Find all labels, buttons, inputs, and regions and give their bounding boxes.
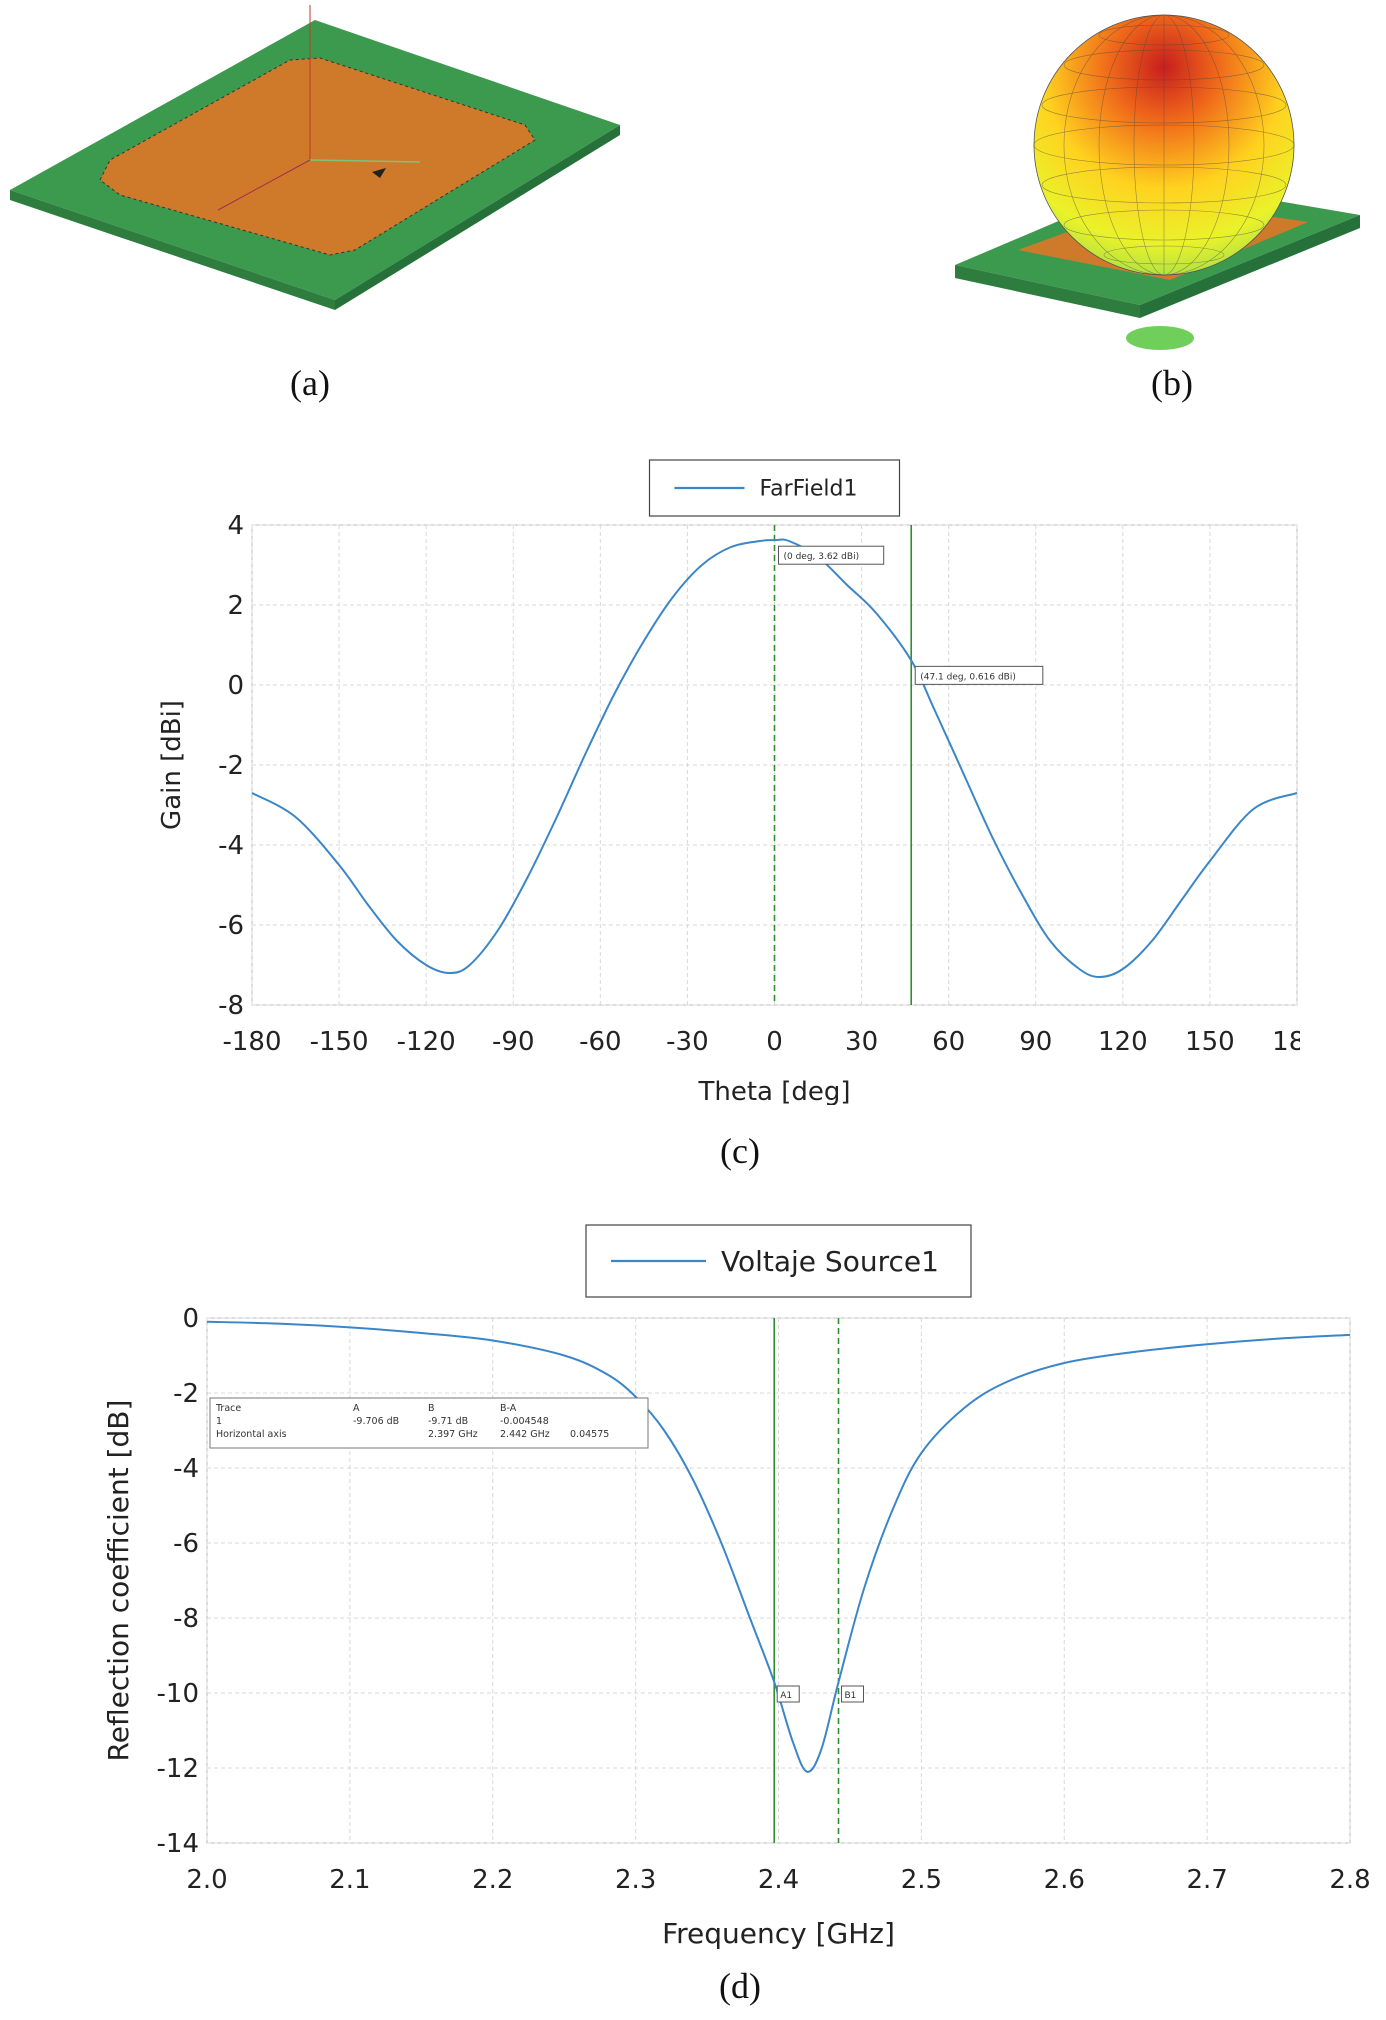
series-line — [251, 538, 1298, 979]
y-tick-label: -10 — [157, 1679, 199, 1709]
x-tick-label: -60 — [579, 1027, 621, 1057]
x-axis — [217, 159, 311, 211]
y-tick-label: -8 — [173, 1604, 199, 1634]
x-tick-label: 2.1 — [329, 1865, 370, 1895]
patch — [99, 57, 536, 256]
x-tick-label: 2.3 — [615, 1865, 656, 1895]
series-line — [206, 1320, 1351, 1773]
x-tick-label: 2.0 — [186, 1865, 227, 1895]
x-tick-label: 2.4 — [758, 1865, 799, 1895]
x-tick-label: -180 — [222, 1027, 281, 1057]
table-cell: 0.04575 — [570, 1429, 609, 1440]
marker-tooltip-box — [914, 665, 1044, 685]
reflection-chart: 2.0 2.1 2.2 2.3 2.4 2.5 2.6 2.7 2.8 0 -2 -4 -6 -8 -10 -… — [100, 1215, 1386, 1960]
x-axis-label: Frequency [GHz] — [662, 1917, 895, 1950]
table-cell: -9.71 dB — [428, 1416, 468, 1427]
y-axis — [309, 159, 421, 163]
table-cell: 1 — [216, 1416, 222, 1427]
marker-tag-box — [841, 1685, 865, 1703]
caption-d: (d) — [719, 1966, 761, 2006]
table-cell: -9.706 dB — [353, 1416, 399, 1427]
x-tick-label: 180 — [1272, 1027, 1300, 1057]
y-tick-label: 4 — [227, 511, 244, 541]
x-tick-label: 2.6 — [1044, 1865, 1085, 1895]
y-tick-label: 2 — [227, 591, 244, 621]
reflection-chart-svg: 2.0 2.1 2.2 2.3 2.4 2.5 2.6 2.7 2.8 0 -2 -4 -6 -8 -10 -… — [102, 1224, 1371, 1950]
x-axis-label: Theta [deg] — [697, 1077, 850, 1105]
y-tick-label: -6 — [173, 1529, 199, 1559]
x-tick-label: -150 — [310, 1027, 369, 1057]
caption-c: (c) — [720, 1131, 760, 1171]
y-tick-label: 0 — [227, 671, 244, 701]
marker-tooltip-text: (0 deg, 3.62 dBi) — [784, 552, 860, 562]
x-tick-label: 90 — [1019, 1027, 1052, 1057]
x-tick-label: 0 — [766, 1027, 783, 1057]
legend-label: Voltaje Source1 — [721, 1245, 939, 1278]
x-tick-label: -30 — [666, 1027, 708, 1057]
caption-b: (b) — [1151, 363, 1193, 403]
marker-tooltip-text: (47.1 deg, 0.616 dBi) — [920, 672, 1016, 682]
x-tick-label: 60 — [932, 1027, 965, 1057]
y-axis-label: Reflection coefficient [dB] — [102, 1400, 135, 1762]
marker-tooltip-box — [778, 545, 885, 565]
x-tick-label: 120 — [1098, 1027, 1148, 1057]
marker-table — [209, 1397, 649, 1449]
x-tick-label: 2.7 — [1186, 1865, 1227, 1895]
legend-label: FarField1 — [760, 477, 858, 502]
x-tick-label: -90 — [492, 1027, 534, 1057]
y-tick-label: -4 — [173, 1454, 199, 1484]
radiation-pattern-figure — [940, 0, 1380, 360]
table-cell: A — [353, 1403, 360, 1414]
mesh-grid — [1033, 14, 1295, 276]
marker-tag-text: B1 — [845, 1691, 857, 1701]
radiation-pattern-drawing — [955, 14, 1360, 350]
y-tick-label: -6 — [218, 911, 244, 941]
gain-chart: -180 -150 -120 -90 -60 -30 0 30 60 90 120 150 180 4 2 0… — [140, 455, 1300, 1105]
table-cell: B — [428, 1403, 435, 1414]
y-tick-label: -12 — [157, 1754, 199, 1784]
feed-port — [372, 168, 386, 178]
y-axis-label: Gain [dBi] — [157, 700, 187, 830]
table-cell: 2.442 GHz — [500, 1429, 550, 1440]
y-tick-label: -4 — [218, 831, 244, 861]
x-tick-label: 2.5 — [901, 1865, 942, 1895]
antenna-model-drawing — [10, 5, 620, 310]
x-tick-label: 150 — [1185, 1027, 1235, 1057]
x-tick-label: 2.8 — [1329, 1865, 1370, 1895]
antenna-model-figure — [0, 0, 640, 330]
caption-a: (a) — [290, 363, 330, 403]
y-tick-label: -8 — [218, 991, 244, 1021]
marker-tag-text: A1 — [780, 1691, 792, 1701]
x-tick-label: 30 — [845, 1027, 878, 1057]
y-tick-label: 0 — [182, 1304, 199, 1334]
table-cell: -0.004548 — [500, 1416, 549, 1427]
table-cell: B-A — [500, 1403, 517, 1414]
marker-tag-box — [776, 1685, 800, 1703]
y-tick-label: -14 — [157, 1829, 199, 1859]
table-cell: Horizontal axis — [216, 1429, 287, 1440]
back-lobe — [1126, 326, 1194, 350]
y-tick-label: -2 — [173, 1379, 199, 1409]
y-tick-label: -2 — [218, 751, 244, 781]
gain-chart-svg: -180 -150 -120 -90 -60 -30 0 30 60 90 120 150 180 4 2 0… — [157, 459, 1300, 1105]
x-tick-label: -120 — [397, 1027, 456, 1057]
table-cell: Trace — [215, 1403, 241, 1414]
table-cell: 2.397 GHz — [428, 1429, 478, 1440]
x-tick-label: 2.2 — [472, 1865, 513, 1895]
